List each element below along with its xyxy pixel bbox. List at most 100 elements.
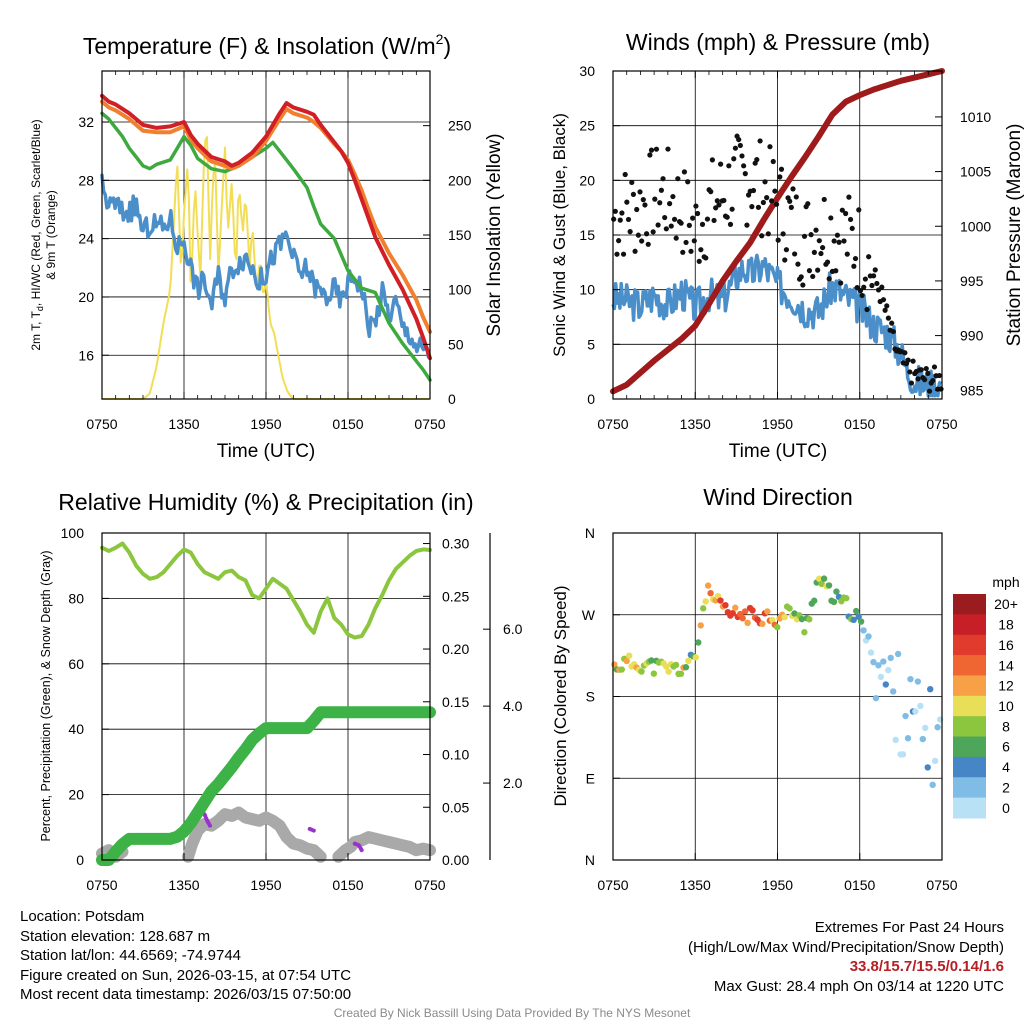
gust-point	[658, 187, 664, 193]
gust-point	[834, 232, 841, 238]
direction-point	[892, 736, 899, 744]
gust-point	[744, 222, 750, 228]
direction-point	[889, 688, 897, 695]
gust-point	[915, 376, 921, 382]
temperature-xlabel: Time (UTC)	[217, 441, 316, 462]
direction-point	[781, 613, 788, 621]
direction-point	[872, 694, 880, 702]
gust-point	[859, 292, 865, 299]
gust-point	[831, 238, 837, 244]
colorbar-swatch	[953, 655, 986, 676]
direction-point	[623, 657, 630, 665]
gust-point	[696, 258, 702, 264]
direction-ylabel: Direction (Colored By Speed)	[551, 585, 570, 806]
gust-point	[716, 202, 722, 208]
y-tick-label: 32	[78, 114, 94, 130]
series-2m-t-line	[100, 93, 432, 361]
direction-point	[882, 681, 889, 688]
y2-tick-label: 0	[448, 391, 456, 407]
gust-point	[820, 244, 826, 251]
gust-point	[836, 239, 842, 245]
gust-point	[905, 357, 911, 363]
direction-point	[870, 658, 877, 666]
gust-point	[880, 297, 887, 303]
direction-point	[702, 598, 709, 605]
direction-point	[744, 619, 751, 627]
temperature-ylabel-line2: & 9m T (Orange)	[44, 190, 58, 280]
direction-point	[919, 735, 927, 743]
gust-point	[907, 369, 913, 375]
gust-point	[668, 223, 674, 229]
pressure-ylabel: Station Pressure (Maroon)	[1004, 124, 1024, 347]
y-tick-label: N	[585, 852, 595, 868]
latlon-text: Station lat/lon: 44.6569; -74.9744	[20, 947, 242, 964]
direction-point	[899, 751, 907, 758]
gust-point	[675, 176, 681, 182]
colorbar-swatch	[953, 777, 986, 799]
x-tick-label: 0750	[597, 877, 628, 893]
gust-point	[778, 166, 785, 172]
y-tick-label: 0	[76, 852, 84, 868]
gust-point	[699, 221, 706, 227]
direction-point	[791, 610, 798, 617]
x-tick-label: 0750	[597, 416, 628, 432]
gust-point	[637, 189, 643, 195]
colorbar-label: 18	[998, 617, 1014, 633]
colorbar-swatch	[953, 716, 986, 738]
gust-point	[760, 199, 766, 206]
colorbar-title: mph	[992, 574, 1019, 590]
gust-point	[731, 156, 737, 162]
gust-point	[783, 247, 790, 253]
winds-ylabel: Sonic Wind & Gust (Blue, Black)	[550, 113, 569, 357]
x-tick-label: 1950	[762, 416, 793, 432]
colorbar-label: 6	[1002, 739, 1010, 755]
gust-point	[678, 220, 684, 226]
humidity-ylabel: Percent, Precipitation (Green), & Snow D…	[39, 550, 53, 841]
direction-point	[924, 764, 931, 771]
y2-tick-label: 1010	[960, 109, 991, 125]
gust-point	[634, 206, 640, 213]
colorbar-label: 16	[998, 637, 1014, 653]
created-text: Figure created on Sun, 2026-03-15, at 07…	[20, 966, 352, 984]
y2-tick-label: 0.30	[442, 536, 469, 552]
snow-depth-segment	[332, 831, 436, 863]
y2-tick-label: 250	[448, 118, 472, 134]
direction-point	[867, 649, 875, 656]
direction-point	[665, 668, 672, 675]
direction-point	[697, 622, 704, 629]
direction-point	[902, 712, 909, 720]
gust-point	[616, 238, 622, 244]
direction-point	[907, 675, 914, 683]
gust-point	[721, 197, 727, 204]
gust-point	[741, 163, 747, 169]
gust-point	[673, 235, 679, 241]
gust-point	[694, 210, 701, 217]
series-solar-insolation-line	[101, 136, 430, 400]
gust-point	[727, 221, 734, 227]
gust-point	[714, 198, 720, 204]
direction-point	[650, 670, 658, 677]
gust-point	[792, 251, 798, 257]
gust-point	[839, 207, 845, 213]
gust-point	[624, 199, 630, 205]
gust-point	[708, 189, 714, 195]
gust-point	[709, 157, 715, 163]
gust-point	[671, 216, 678, 222]
gust-point	[866, 254, 872, 260]
gust-point	[838, 280, 844, 286]
gust-point	[824, 259, 831, 265]
colorbar-label: 12	[998, 678, 1014, 694]
gust-point	[650, 229, 656, 235]
gust-point	[811, 249, 817, 255]
direction-point	[914, 678, 922, 685]
winds-title: Winds (mph) & Pressure (mb)	[626, 29, 930, 55]
direction-point	[931, 757, 939, 765]
gust-point	[857, 287, 864, 294]
gust-point	[742, 170, 748, 177]
y-tick-label: 5	[587, 336, 595, 352]
humidity-title: Relative Humidity (%) & Precipitation (i…	[58, 489, 473, 515]
direction-panel: Wind Direction 0750 1350 1950 0150 0750NESWN…	[551, 484, 1020, 893]
series-sonic-wind-line	[611, 253, 943, 398]
gust-point	[910, 358, 916, 364]
gust-point	[690, 215, 696, 221]
